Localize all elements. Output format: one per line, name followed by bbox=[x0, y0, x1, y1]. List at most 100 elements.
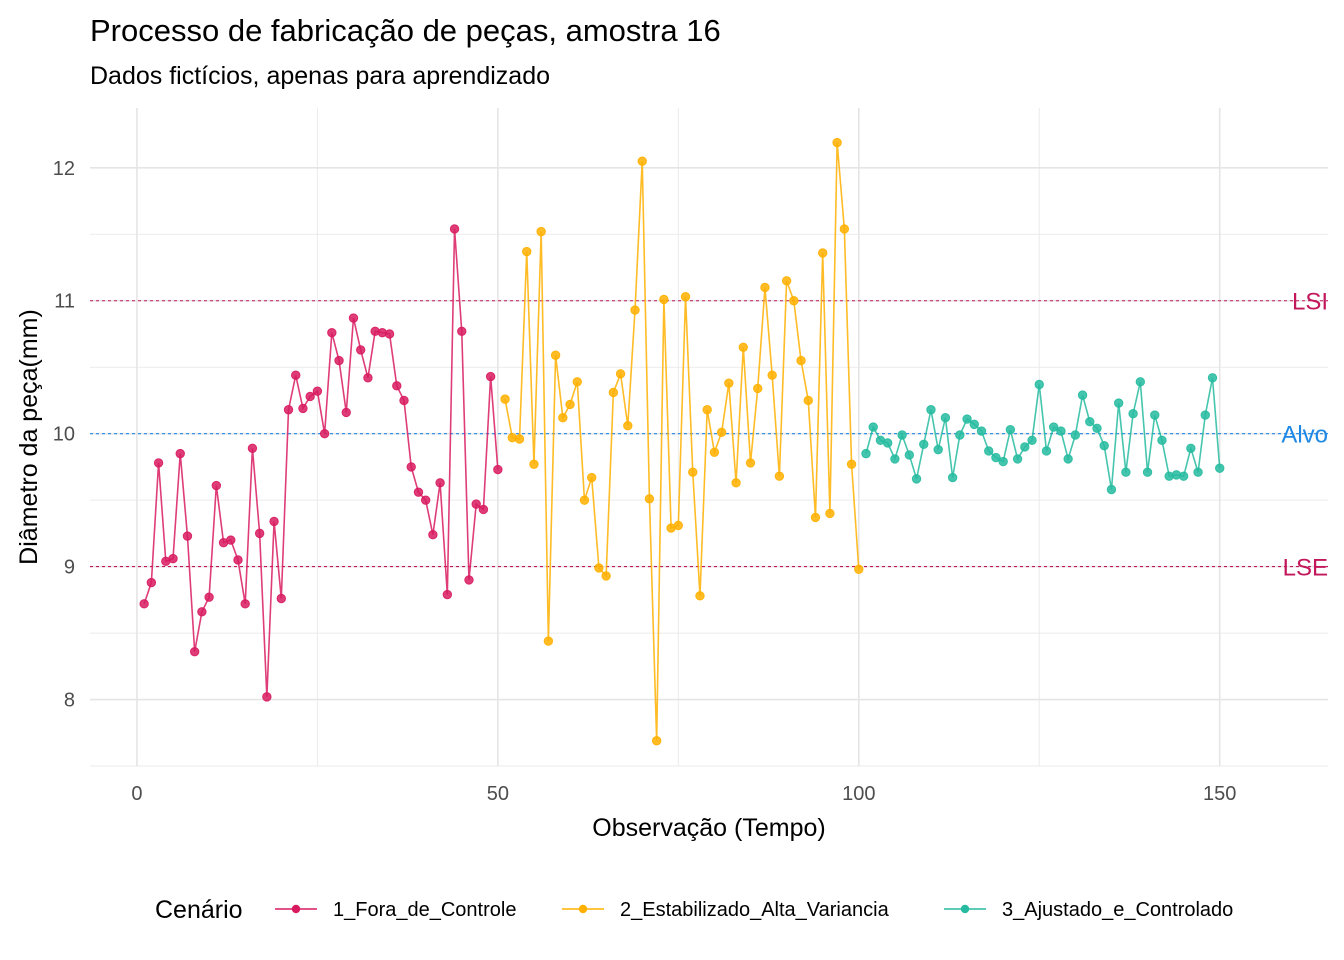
x-axis-title: Observação (Tempo) bbox=[592, 814, 825, 842]
data-point bbox=[1128, 409, 1138, 419]
data-point bbox=[680, 292, 691, 302]
data-point bbox=[226, 535, 236, 545]
data-point bbox=[478, 504, 489, 515]
data-point bbox=[485, 371, 496, 382]
reference-line-label: LSI bbox=[1292, 289, 1328, 316]
data-point bbox=[1012, 454, 1023, 464]
data-point bbox=[1215, 463, 1225, 473]
data-point bbox=[731, 478, 741, 488]
data-point bbox=[724, 378, 734, 388]
grid bbox=[90, 108, 1328, 767]
data-point bbox=[500, 394, 510, 404]
data-point bbox=[897, 430, 907, 440]
data-point bbox=[1005, 424, 1016, 435]
data-point bbox=[998, 456, 1008, 467]
data-point bbox=[572, 377, 582, 387]
data-point bbox=[254, 528, 265, 539]
data-point bbox=[1070, 430, 1081, 440]
data-point bbox=[926, 405, 936, 415]
data-point bbox=[363, 373, 373, 383]
data-point bbox=[781, 276, 792, 286]
data-point bbox=[933, 444, 943, 455]
data-point bbox=[644, 494, 655, 504]
data-point bbox=[493, 464, 503, 475]
data-point bbox=[413, 487, 424, 497]
chart-title: Processo de fabricação de peças, amostra… bbox=[90, 13, 721, 48]
data-point bbox=[803, 395, 813, 406]
data-point bbox=[420, 495, 431, 505]
data-point bbox=[1077, 390, 1088, 400]
data-point bbox=[276, 593, 286, 604]
data-point bbox=[601, 571, 611, 581]
data-point bbox=[449, 224, 460, 234]
x-tick-label: 150 bbox=[1203, 783, 1236, 805]
data-point bbox=[673, 520, 684, 531]
data-point bbox=[457, 326, 467, 337]
data-point bbox=[1027, 435, 1037, 446]
data-point bbox=[536, 226, 546, 237]
data-point bbox=[767, 370, 777, 380]
data-point bbox=[1106, 484, 1117, 495]
data-point bbox=[319, 428, 330, 439]
data-point bbox=[189, 646, 200, 657]
data-point bbox=[211, 480, 222, 491]
reference-lines: LSI Alvo LSE bbox=[90, 289, 1328, 582]
data-point bbox=[623, 421, 633, 431]
legend-key-point bbox=[578, 904, 588, 914]
data-point bbox=[139, 599, 149, 609]
data-point bbox=[565, 399, 575, 410]
data-point bbox=[738, 342, 748, 352]
data-point bbox=[1034, 379, 1044, 390]
data-point bbox=[334, 355, 344, 366]
data-point bbox=[753, 383, 763, 394]
data-point bbox=[890, 454, 900, 464]
data-point bbox=[153, 458, 164, 468]
data-point bbox=[760, 282, 770, 293]
data-point bbox=[846, 459, 857, 469]
data-point bbox=[204, 592, 214, 602]
legend-label: 3_Ajustado_e_Controlado bbox=[1002, 899, 1233, 921]
data-point bbox=[615, 369, 626, 379]
data-point bbox=[1099, 440, 1109, 451]
data-point bbox=[240, 599, 250, 609]
data-point bbox=[861, 448, 871, 459]
data-point bbox=[1085, 417, 1095, 427]
data-point bbox=[947, 472, 958, 483]
data-point bbox=[882, 438, 893, 448]
data-point bbox=[1056, 426, 1066, 436]
data-point bbox=[384, 329, 395, 339]
data-point bbox=[305, 391, 315, 402]
legend: Cenário 1_Fora_de_Controle 2_Estabilizado… bbox=[155, 896, 1233, 924]
data-point bbox=[1041, 446, 1052, 456]
data-point bbox=[197, 607, 207, 617]
data-point bbox=[1150, 410, 1160, 420]
data-point bbox=[392, 381, 402, 391]
data-point bbox=[651, 736, 662, 746]
data-point bbox=[904, 450, 915, 460]
data-point bbox=[976, 426, 987, 436]
y-tick-label: 9 bbox=[64, 557, 75, 579]
data-point bbox=[984, 446, 994, 456]
data-point bbox=[471, 499, 481, 509]
data-point bbox=[1207, 373, 1218, 383]
data-point bbox=[579, 495, 590, 505]
data-point bbox=[586, 472, 597, 483]
data-point bbox=[341, 407, 351, 418]
data-point bbox=[168, 553, 178, 564]
data-point bbox=[406, 462, 416, 472]
data-point bbox=[327, 327, 337, 338]
data-point bbox=[825, 508, 835, 519]
data-point bbox=[355, 345, 366, 355]
data-point bbox=[175, 448, 185, 459]
data-point bbox=[1113, 398, 1124, 408]
data-point bbox=[1193, 467, 1203, 477]
data-point bbox=[839, 224, 850, 234]
data-point bbox=[774, 471, 785, 481]
data-point bbox=[608, 387, 619, 398]
data-point bbox=[262, 692, 272, 702]
reference-line-label: LSE bbox=[1283, 555, 1328, 582]
data-point bbox=[594, 563, 604, 573]
data-point bbox=[919, 439, 929, 450]
data-point bbox=[435, 478, 445, 488]
